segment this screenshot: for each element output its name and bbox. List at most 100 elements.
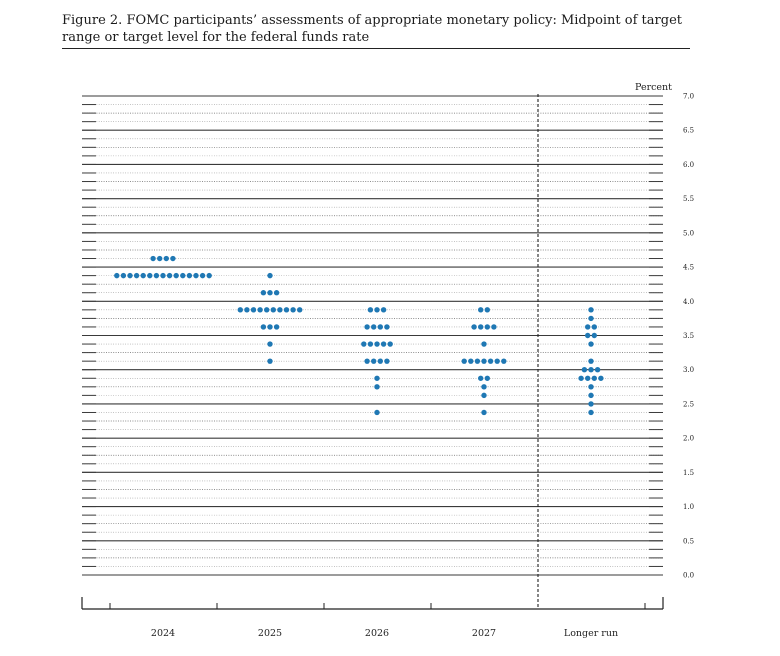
- participant-dot: [585, 324, 591, 330]
- participant-dot: [591, 324, 597, 330]
- grid-lines: [82, 95, 663, 576]
- participant-dot: [186, 272, 193, 279]
- participant-dot: [581, 367, 588, 373]
- participant-dot: [150, 255, 156, 262]
- participant-dot: [484, 375, 490, 381]
- y-tick-label: 2.5: [683, 400, 694, 408]
- participant-dot: [267, 341, 273, 347]
- participant-dot: [361, 341, 367, 347]
- participant-dot: [264, 307, 270, 313]
- axis-labels: 0.0 0.5 1.0 1.5 2.0 2.5 3.0 3.5 4.0 4.5 5.0 5.5 6.0 6…: [151, 82, 694, 639]
- participant-dot: [367, 307, 374, 313]
- participant-dot: [260, 290, 267, 296]
- y-tick-label: 3.5: [683, 332, 694, 340]
- participant-dot: [199, 272, 206, 279]
- category-label: 2026: [365, 628, 389, 639]
- participant-dot: [377, 324, 383, 330]
- participant-dot: [585, 332, 591, 339]
- participant-dot: [474, 358, 481, 364]
- participant-dot: [371, 324, 377, 330]
- participant-dot: [588, 358, 594, 364]
- y-tick-label: 1.0: [683, 503, 694, 511]
- participant-dot: [461, 358, 467, 364]
- axes: [81, 94, 664, 610]
- participant-dot: [267, 290, 273, 296]
- participant-dot: [260, 324, 267, 330]
- participant-dot: [478, 307, 484, 313]
- title-rule: [62, 48, 690, 49]
- participant-dot: [133, 272, 140, 279]
- participant-dot: [374, 375, 380, 381]
- participant-dot: [374, 409, 380, 416]
- participant-dot: [588, 341, 594, 347]
- participant-dot: [588, 401, 594, 407]
- participant-dot: [591, 332, 597, 339]
- participant-dot: [173, 272, 179, 279]
- participant-dot: [591, 375, 597, 381]
- participant-dot: [468, 358, 474, 364]
- participant-dot: [501, 358, 507, 364]
- y-tick-label: 6.5: [683, 127, 694, 135]
- y-tick-label: 3.0: [683, 366, 694, 374]
- participant-dot: [387, 341, 393, 347]
- category-label: 2024: [151, 628, 175, 639]
- dots-layer: [114, 255, 604, 416]
- participant-dot: [367, 341, 374, 347]
- participant-dot: [384, 358, 390, 364]
- y-tick-label: 2.0: [683, 435, 694, 443]
- participant-dot: [364, 324, 370, 330]
- participant-dot: [380, 341, 387, 347]
- participant-dot: [273, 324, 280, 330]
- participant-dot: [166, 272, 173, 279]
- participant-dot: [277, 307, 283, 313]
- participant-dot: [494, 358, 500, 364]
- participant-dot: [237, 307, 243, 313]
- y-tick-label: 0.5: [683, 537, 694, 545]
- participant-dot: [273, 290, 280, 296]
- participant-dot: [588, 367, 594, 373]
- participant-dot: [147, 272, 153, 279]
- participant-dot: [588, 307, 594, 313]
- participant-dot: [374, 384, 380, 390]
- participant-dot: [127, 272, 133, 279]
- y-tick-label: 5.5: [683, 195, 694, 203]
- participant-dot: [588, 315, 594, 322]
- participant-dot: [180, 272, 186, 279]
- participant-dot: [478, 375, 484, 381]
- participant-dot: [267, 358, 273, 364]
- y-tick-label: 5.0: [683, 229, 694, 237]
- participant-dot: [481, 341, 487, 347]
- figure-title: Figure 2. FOMC participants’ assessments…: [62, 13, 682, 45]
- participant-dot: [283, 307, 290, 313]
- participant-dot: [250, 307, 257, 313]
- participant-dot: [377, 358, 383, 364]
- participant-dot: [484, 324, 490, 330]
- participant-dot: [374, 307, 380, 313]
- participant-dot: [170, 255, 176, 262]
- participant-dot: [598, 375, 604, 381]
- participant-dot: [484, 307, 490, 313]
- participant-dot: [297, 307, 303, 313]
- participant-dot: [594, 367, 601, 373]
- participant-dot: [160, 272, 166, 279]
- participant-dot: [120, 272, 127, 279]
- participant-dot: [491, 324, 497, 330]
- participant-dot: [585, 375, 591, 381]
- participant-dot: [371, 358, 377, 364]
- category-label: Longer run: [564, 628, 618, 639]
- participant-dot: [374, 341, 380, 347]
- participant-dot: [244, 307, 250, 313]
- participant-dot: [257, 307, 263, 313]
- participant-dot: [267, 324, 273, 330]
- participant-dot: [471, 324, 477, 330]
- participant-dot: [588, 384, 594, 390]
- participant-dot: [270, 307, 276, 313]
- y-tick-label: 7.0: [683, 93, 694, 101]
- participant-dot: [384, 324, 390, 330]
- participant-dot: [114, 272, 120, 279]
- participant-dot: [290, 307, 296, 313]
- y-tick-label: 4.0: [683, 298, 694, 306]
- participant-dot: [153, 272, 160, 279]
- participant-dot: [588, 409, 594, 416]
